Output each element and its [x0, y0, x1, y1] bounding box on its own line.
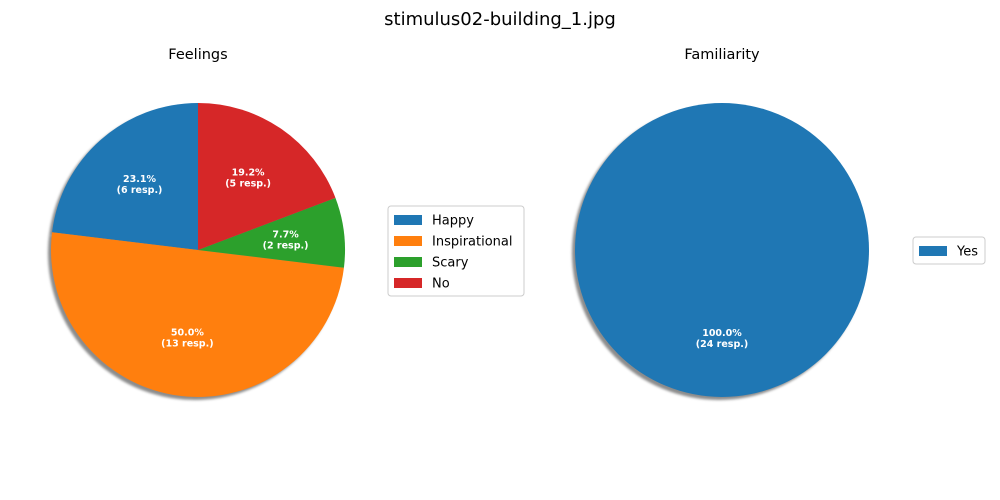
feelings-legend-label: Happy [432, 214, 474, 229]
feelings-legend-label: Scary [432, 256, 469, 271]
feelings-legend-frame [387, 205, 525, 297]
feelings-slice-no [198, 103, 336, 250]
feelings-slice-happy [52, 103, 199, 250]
figure-title: stimulus02-building_1.jpg [384, 9, 616, 30]
familiarity-chart-title: Familiarity [684, 47, 760, 63]
feelings-slice-happy-label: 23.1% (6 resp.) [117, 174, 163, 196]
feelings-legend-item-scary: Scary [394, 256, 469, 271]
feelings-chart-title: Feelings [168, 47, 227, 63]
feelings-legend: Happy Inspirational Scary No [387, 205, 525, 297]
feelings-legend-swatch [394, 257, 422, 267]
familiarity-slice-yes [575, 103, 869, 397]
familiarity-legend: Yes [912, 236, 986, 265]
feelings-slice-no-label: 19.2% (5 resp.) [225, 167, 271, 189]
familiarity-legend-swatch [919, 246, 947, 256]
feelings-pie-chart: Feelings 23.1% (6 resp.) 50.0% (13 resp.) 7.… [48, 47, 525, 400]
familiarity-pie-chart: Familiarity 100.0% (24 resp.) Yes [572, 47, 986, 400]
feelings-slice-scary-label: 7.7% (2 resp.) [263, 229, 309, 251]
feelings-slice-inspirational-label: 50.0% (13 resp.) [161, 328, 213, 350]
feelings-legend-label: Inspirational [432, 235, 513, 250]
feelings-legend-swatch [394, 278, 422, 288]
familiarity-legend-item-yes: Yes [919, 245, 978, 260]
feelings-slice-scary [198, 197, 345, 268]
feelings-legend-item-happy: Happy [394, 214, 474, 229]
feelings-legend-swatch [394, 236, 422, 246]
feelings-legend-swatch [394, 215, 422, 225]
feelings-legend-item-no: No [394, 277, 450, 292]
familiarity-slice-yes-label: 100.0% (24 resp.) [696, 328, 748, 350]
familiarity-legend-frame [912, 236, 986, 265]
feelings-legend-label: No [432, 277, 450, 292]
feelings-slice-inspirational [51, 232, 344, 397]
feelings-legend-item-inspirational: Inspirational [394, 235, 513, 250]
familiarity-legend-label: Yes [956, 245, 978, 260]
